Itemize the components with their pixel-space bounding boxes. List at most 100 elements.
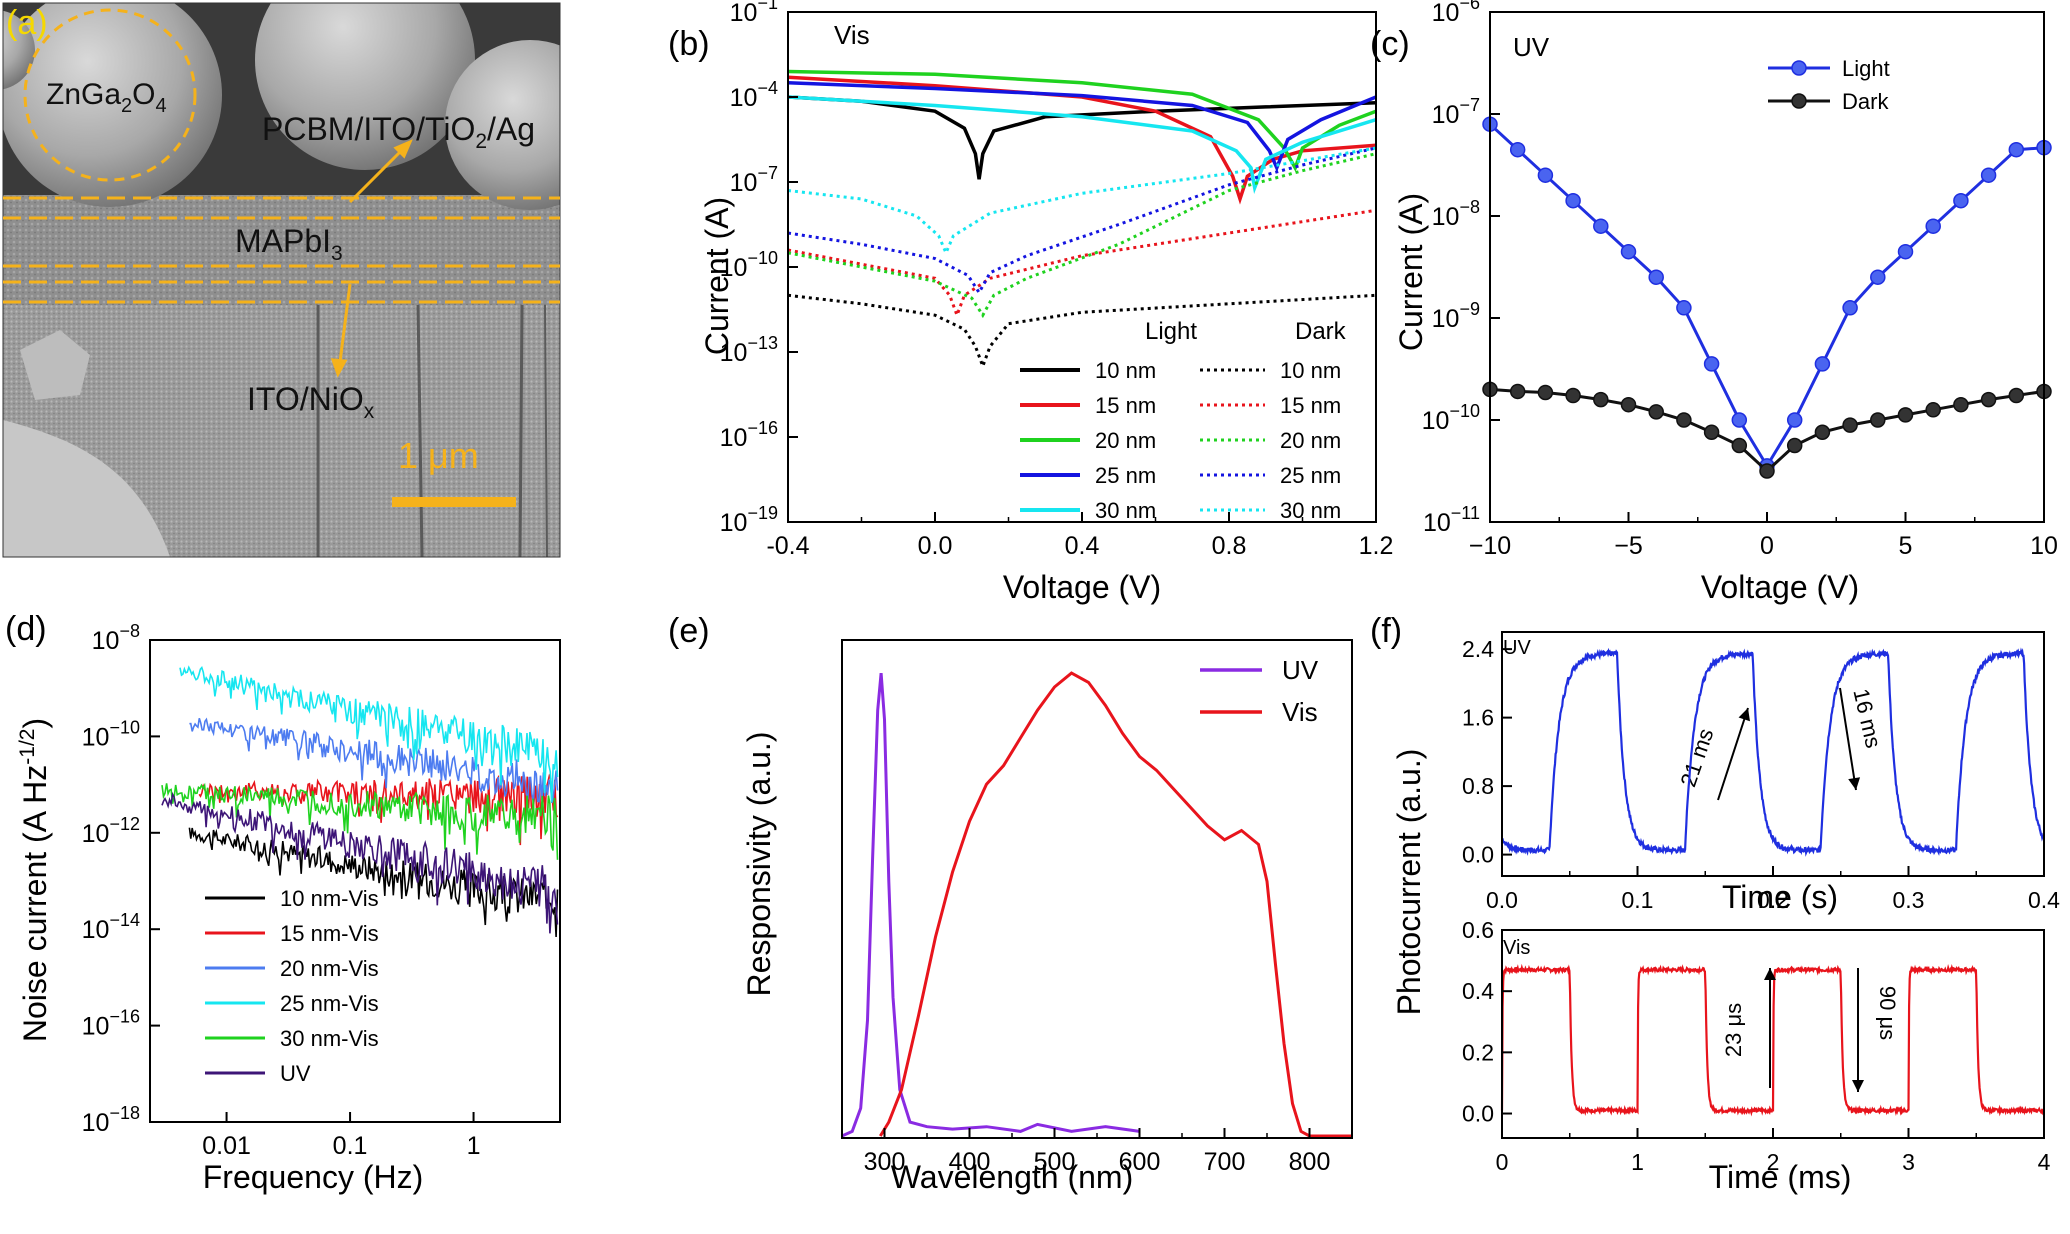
- c-ytick-label: 10−7: [1432, 95, 1480, 129]
- d-xtick-label: 0.1: [333, 1132, 368, 1160]
- f-bottom-xtick-label: 0: [1496, 1149, 1509, 1175]
- panel-label-f: (f): [1370, 612, 1402, 650]
- marker-light: [1537, 167, 1554, 183]
- e-xtick-label: 600: [1119, 1148, 1161, 1176]
- legend-header-light: Light: [1145, 318, 1197, 345]
- response-arrow-head: [1848, 777, 1861, 790]
- d-ytick-label: 10−8: [92, 621, 140, 655]
- legend-header-dark: Dark: [1295, 318, 1347, 345]
- frame-e: [841, 639, 1353, 1139]
- panel-f: (f) UV Vis Time (s) Time (ms) Photocurre…: [1370, 612, 2060, 1195]
- b-xtick-label: 0.8: [1212, 532, 1247, 560]
- marker-dark: [1703, 424, 1720, 440]
- mode-label-f-top: UV: [1503, 637, 1531, 659]
- c-xtick-label: 0: [1760, 532, 1774, 560]
- series-f-bottom-vis: [1500, 963, 2045, 1117]
- legend-label-light: Light: [1842, 56, 1890, 81]
- b-ytick-label: 10−16: [720, 418, 778, 452]
- marker-light: [1897, 243, 1914, 260]
- d-ytick-label: 10−10: [82, 717, 140, 751]
- marker-light: [1925, 218, 1941, 234]
- x-axis-title-b: Voltage (V): [1003, 569, 1161, 605]
- marker-dark: [1842, 417, 1858, 433]
- response-arrow-head: [1852, 1080, 1864, 1092]
- series-light-25nm: [788, 81, 1376, 173]
- legend-label-d: 30 nm-Vis: [280, 1026, 379, 1051]
- marker-light: [1509, 141, 1526, 158]
- rise-time-bottom: 23 μs: [1721, 1003, 1746, 1057]
- series-dark-20nm: [788, 152, 1376, 319]
- panel-label-b: (b): [668, 25, 710, 63]
- c-xtick-label: 10: [2030, 532, 2058, 560]
- d-ytick-label: 10−18: [82, 1103, 140, 1137]
- marker-light: [1703, 356, 1720, 372]
- f-top-xtick-label: 0.4: [2028, 887, 2060, 913]
- legend-marker-dark: [1791, 93, 1807, 109]
- marker-light: [1648, 269, 1664, 285]
- marker-light: [2008, 141, 2025, 158]
- legend-label-dark: 25 nm: [1280, 463, 1341, 488]
- series-uv: [841, 672, 1140, 1138]
- marker-dark: [1870, 412, 1886, 428]
- b-xtick-label: -0.4: [766, 532, 809, 560]
- c-ytick-label: 10−8: [1432, 197, 1480, 231]
- marker-dark: [1814, 424, 1831, 440]
- f-bottom-xtick-label: 2: [1767, 1149, 1780, 1175]
- marker-dark: [1897, 407, 1914, 423]
- fall-time-top: 16 ms: [1848, 686, 1886, 750]
- series-vis: [879, 671, 1352, 1138]
- f-bottom-ytick-label: 0.6: [1462, 917, 1494, 943]
- series-30-nm-vis: [161, 782, 559, 860]
- marker-dark: [1953, 396, 1969, 413]
- series-10-nm-vis: [188, 827, 559, 938]
- legend-label-d: UV: [280, 1061, 311, 1086]
- rise-time-top: 21 ms: [1675, 725, 1718, 790]
- f-bottom-xtick-label: 4: [2038, 1149, 2051, 1175]
- panel-label-a: (a): [6, 4, 48, 42]
- marker-light: [1620, 243, 1637, 260]
- marker-dark: [1925, 402, 1941, 418]
- series-25-nm-vis: [179, 665, 559, 803]
- panel-d: (d) Frequency (Hz) Noise current (A Hz-1…: [5, 610, 561, 1195]
- f-top-ytick-label: 0.0: [1462, 842, 1494, 868]
- legend-label-dark: 15 nm: [1280, 393, 1341, 418]
- f-top-xtick-label: 0.0: [1486, 887, 1518, 913]
- c-xtick-label: 5: [1899, 532, 1913, 560]
- panel-e: (e) Wavelength (nm) Responsivity (a.u.) …: [668, 612, 1353, 1195]
- f-top-ytick-label: 2.4: [1462, 636, 1494, 662]
- marker-dark: [1593, 391, 1609, 408]
- c-ytick-label: 10−10: [1422, 401, 1480, 435]
- marker-light: [1870, 269, 1886, 285]
- sphere-outline: [23, 8, 197, 182]
- b-xtick-label: 0.4: [1065, 532, 1100, 560]
- marker-light: [1676, 300, 1692, 316]
- b-ytick-label: 10−7: [730, 163, 778, 197]
- series-f-top-uv: [1501, 647, 2045, 857]
- f-top-xtick-label: 0.3: [1893, 887, 1925, 913]
- series-light-10nm: [788, 95, 1376, 180]
- panel-b: (b) Vis Voltage (V) Current (A) Light Da…: [668, 0, 1393, 605]
- legend-label-d: 15 nm-Vis: [280, 921, 379, 946]
- b-ytick-label: 10−4: [730, 78, 778, 112]
- legend-label-light: 25 nm: [1095, 463, 1156, 488]
- legend-label-light: 30 nm: [1095, 498, 1156, 523]
- legend-label-d: 10 nm-Vis: [280, 886, 379, 911]
- legend-marker-light: [1791, 60, 1807, 76]
- x-axis-title-f-top: Time (s): [1722, 879, 1838, 915]
- series-dark-25nm: [788, 146, 1376, 296]
- f-top-xtick-label: 0.1: [1622, 887, 1654, 913]
- mode-label-b: Vis: [834, 20, 870, 50]
- response-arrow-head: [1738, 708, 1750, 722]
- response-arrow: [1717, 707, 1749, 801]
- b-ytick-label: 10−13: [720, 333, 778, 367]
- marker-light: [1842, 300, 1858, 316]
- panel-c: (c) UV Voltage (V) Current (A) −10 −5 0 5 10…: [1370, 0, 2058, 605]
- f-bottom-xtick-label: 3: [1902, 1149, 1915, 1175]
- response-arrow-head: [1764, 968, 1776, 980]
- c-ytick-label: 10−9: [1432, 299, 1480, 333]
- marker-dark: [2008, 387, 2025, 404]
- panel-label-c: (c): [1370, 25, 1410, 63]
- marker-light: [1814, 356, 1831, 372]
- b-ytick-label: 10−19: [720, 503, 778, 537]
- marker-dark: [1731, 437, 1748, 454]
